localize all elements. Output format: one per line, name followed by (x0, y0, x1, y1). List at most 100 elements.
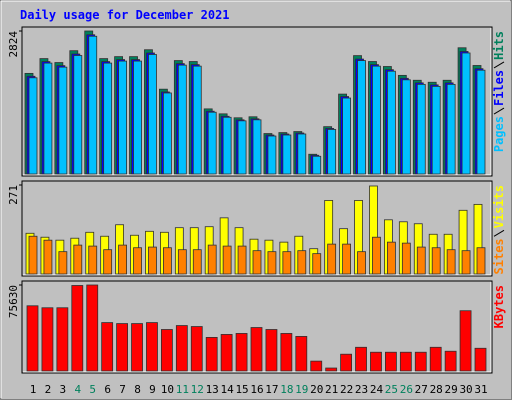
bar (265, 329, 278, 372)
bar (401, 242, 411, 275)
bar (357, 251, 366, 275)
x-tick-label: 3 (60, 383, 67, 396)
bar (355, 346, 367, 372)
bar (175, 325, 188, 372)
x-tick-label: 24 (370, 383, 384, 396)
bar (133, 247, 142, 275)
x-tick-label: 8 (134, 383, 141, 396)
x-tick-label: 18 (280, 383, 293, 396)
x-tick-label: 20 (310, 383, 323, 396)
x-tick-label: 17 (265, 383, 278, 396)
bar (370, 351, 382, 372)
bar (444, 350, 457, 372)
bar (207, 111, 217, 175)
bar (416, 83, 426, 175)
legend-entry: Visits (492, 185, 506, 228)
x-tick-label: 5 (89, 383, 96, 396)
bar (252, 119, 262, 175)
bar (295, 336, 308, 372)
bar (237, 245, 247, 275)
bar (414, 351, 427, 372)
x-tick-label: 19 (295, 383, 308, 396)
x-tick-label: 9 (149, 383, 156, 396)
x-tick-label: 13 (206, 383, 219, 396)
bar (73, 55, 83, 175)
bar (118, 60, 127, 175)
bar (58, 66, 68, 175)
bar (431, 85, 441, 175)
bar (446, 249, 456, 275)
bar (190, 326, 203, 372)
bar (297, 133, 307, 175)
bar (177, 64, 187, 175)
x-tick-label: 31 (474, 383, 487, 396)
bar (476, 247, 486, 275)
bar (384, 351, 397, 372)
bar (267, 135, 277, 175)
bar (43, 239, 53, 275)
bar (205, 337, 218, 372)
bar (459, 310, 472, 372)
bar (327, 129, 337, 175)
bar (222, 245, 232, 275)
x-tick-label: 2 (45, 383, 52, 396)
x-tick-label: 12 (191, 383, 204, 396)
bar (386, 241, 396, 275)
legend-separator (493, 107, 505, 115)
bar (357, 60, 366, 175)
bar (118, 244, 127, 275)
bar (340, 353, 353, 372)
legend-separator (493, 229, 505, 237)
x-tick-label: 27 (415, 383, 428, 396)
x-tick-label: 26 (400, 383, 413, 396)
x-tick-label: 16 (250, 383, 263, 396)
legend-entry: Pages (492, 116, 506, 152)
bar (148, 54, 157, 175)
bar (237, 120, 247, 175)
y-tick-label: 271 (7, 185, 20, 205)
bar (461, 52, 471, 175)
bar (386, 70, 396, 175)
bar (474, 347, 487, 372)
bar (131, 323, 143, 372)
bar (133, 60, 142, 175)
bar (162, 247, 172, 275)
bar (312, 253, 322, 275)
bar (342, 97, 352, 175)
bar (282, 134, 292, 175)
x-tick-label: 1 (30, 383, 37, 396)
x-tick-label: 29 (445, 383, 458, 396)
legend-entry: Hits (492, 31, 506, 60)
y-tick-label: 2824 (7, 31, 20, 58)
x-tick-label: 21 (325, 383, 338, 396)
bar (41, 307, 54, 372)
bar (312, 155, 322, 175)
bar (401, 79, 411, 175)
bar (86, 284, 99, 372)
x-tick-label: 23 (355, 383, 368, 396)
bar (28, 235, 38, 275)
x-tick-label: 4 (74, 383, 81, 396)
bar (446, 83, 456, 175)
x-tick-label: 7 (119, 383, 126, 396)
bar (73, 244, 83, 275)
bar (280, 333, 293, 372)
x-tick-label: 28 (430, 383, 443, 396)
bar (160, 329, 173, 372)
bar (297, 250, 307, 275)
bar (252, 250, 262, 275)
legend-entry: Sites (492, 238, 506, 274)
bar (429, 346, 442, 372)
bar (192, 249, 202, 275)
bar (222, 116, 232, 175)
bar (26, 305, 39, 372)
bar (58, 251, 68, 275)
bar (116, 323, 128, 372)
bar (399, 351, 412, 372)
x-tick-label: 10 (161, 383, 174, 396)
bar (192, 65, 202, 175)
x-tick-label: 22 (340, 383, 353, 396)
x-tick-label: 30 (459, 383, 472, 396)
bar (325, 367, 338, 372)
bar (43, 62, 53, 175)
